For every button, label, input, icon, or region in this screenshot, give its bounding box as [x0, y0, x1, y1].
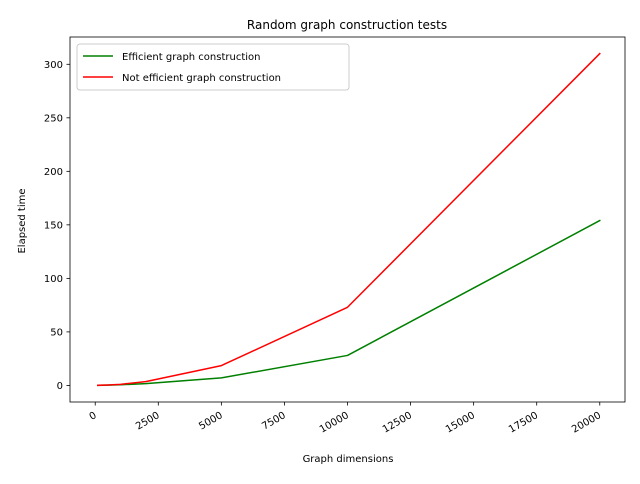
y-tick-label: 250: [44, 113, 63, 124]
x-tick-label: 15000: [444, 410, 477, 435]
x-tick-label: 2500: [134, 410, 162, 432]
y-tick-label: 0: [57, 381, 63, 392]
y-tick-label: 150: [44, 220, 63, 231]
x-tick-label: 17500: [507, 410, 540, 435]
legend: Efficient graph construction Not efficien…: [76, 43, 350, 91]
x-tick-label: 12500: [381, 410, 414, 435]
x-tick-label: 10000: [318, 410, 351, 435]
x-tick-label: 5000: [197, 410, 225, 432]
x-axis-label: Graph dimensions: [303, 454, 394, 465]
legend-label-0: Efficient graph construction: [122, 52, 261, 63]
plot-frame: [69, 36, 626, 403]
chart-title: Random graph construction tests: [247, 18, 447, 32]
y-axis-label: Elapsed time: [17, 188, 28, 253]
series-line-0: [96, 219, 601, 387]
x-ticks: 0 2500 5000 7500 10000 12500 15000 17500 20000: [88, 402, 603, 436]
legend-label-1: Not efficient graph construction: [122, 73, 281, 84]
y-tick-label: 200: [44, 167, 63, 178]
y-tick-label: 100: [44, 274, 63, 285]
y-ticks: 0 50 100 150 200 250 300: [44, 60, 70, 392]
x-tick-label: 7500: [260, 410, 288, 432]
x-tick-label: 0: [88, 410, 99, 423]
plot-lines: [96, 52, 601, 387]
x-tick-label: 20000: [570, 410, 603, 435]
series-line-1: [96, 52, 601, 387]
y-tick-label: 50: [50, 327, 63, 338]
y-tick-label: 300: [44, 60, 63, 71]
legend-box: [76, 43, 350, 91]
